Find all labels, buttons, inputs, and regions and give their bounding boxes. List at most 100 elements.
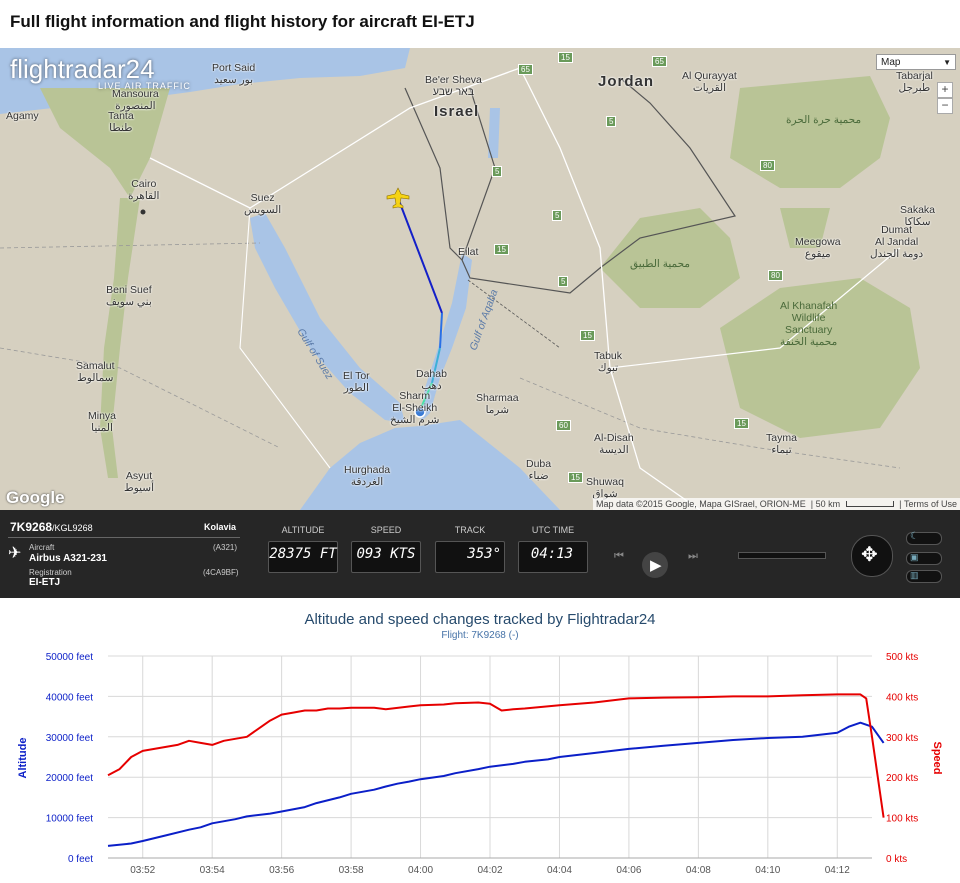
google-logo: Google (6, 488, 65, 507)
track-value: 353° (467, 546, 501, 562)
chart-svg: Altitude and speed changes tracked by Fl… (17, 611, 943, 876)
map-label-15: Meegowa ميقوع (795, 236, 841, 260)
y2-tick-label: 400 kts (886, 692, 918, 703)
x-tick-label: 03:54 (200, 865, 225, 876)
map-label-26: Sharmaa شرما (476, 392, 519, 416)
map-label-23: El Tor الطور (343, 370, 370, 394)
aircraft-label: Aircraft (29, 543, 55, 552)
map-label-1: Be'er Sheva באר שבע (425, 74, 482, 98)
map-label-12: Eilat (458, 246, 479, 258)
map-label-3: Jordan (598, 73, 655, 90)
x-tick-label: 04:02 (477, 865, 502, 876)
flight-callsign: /KGL9268 (52, 523, 93, 533)
y2-axis-title: Speed (931, 741, 943, 774)
chart-subtitle: Flight: 7K9268 (-) (441, 630, 518, 641)
road-shield-3: 5 (492, 166, 503, 177)
map-label-11: Mansoura المنصورة (112, 88, 159, 112)
map-label-16: محمية الطبيق (630, 258, 691, 270)
map-label-20: Minya المنيا (88, 410, 117, 434)
utc-time-title: UTC TIME (531, 525, 575, 535)
move-icon: ✥ (861, 544, 878, 566)
rewind-button[interactable]: ⏮ (614, 550, 624, 562)
scale-label: 50 km (815, 499, 841, 509)
map-label-14: Dumat Al Jandal دومة الجندل (870, 224, 924, 260)
fr24-logo-text: flightradar24 (10, 54, 155, 84)
speed-title: SPEED (370, 525, 402, 535)
y2-tick-label: 0 kts (886, 854, 907, 865)
speed-gauge (351, 541, 421, 573)
scale-bar (845, 501, 894, 507)
map-attribution: Map data ©2015 Google, Mapa GISrael, ORI… (593, 498, 960, 510)
fast-forward-button[interactable]: ⏭ (688, 550, 698, 562)
road-shield-4: 5 (552, 210, 563, 221)
y-tick-label: 30000 feet (46, 733, 93, 744)
map-label-17: Al Khanafah Wildlife Sanctuary محمية الخنفة (780, 300, 838, 348)
aircraft-code: (A321) (213, 543, 238, 552)
night-mode-toggle[interactable]: ☾ (906, 531, 942, 545)
y2-tick-label: 500 kts (886, 652, 918, 663)
x-tick-label: 04:06 (616, 865, 641, 876)
terms-of-use-link[interactable]: Terms of Use (903, 499, 957, 509)
y-tick-label: 0 feet (68, 854, 93, 865)
altitude-gauge (268, 541, 338, 573)
x-tick-label: 03:56 (269, 865, 294, 876)
road-shield-5: 5 (606, 116, 617, 127)
altitude-title: ALTITUDE (281, 525, 325, 535)
flight-code: 7K9268 (10, 520, 53, 534)
y-tick-label: 40000 feet (46, 692, 93, 703)
bar-chart-icon: ▥ (910, 570, 919, 580)
playback-slider[interactable] (738, 552, 826, 559)
moon-icon: ☾ (910, 531, 919, 542)
pan-control-button[interactable]: ✥ (851, 535, 893, 577)
flightradar24-logo: flightradar24 LIVE AIR TRAFFIC (10, 54, 191, 91)
x-tick-label: 04:04 (547, 865, 572, 876)
zoom-in-button[interactable]: + (937, 82, 953, 98)
compact-mode-toggle[interactable]: ▣ (906, 552, 942, 565)
map-label-6: محمية حرة الحرة (786, 114, 862, 126)
window-icon: ▣ (910, 552, 919, 562)
y-tick-label: 10000 feet (46, 814, 93, 825)
road-shield-7: 5 (558, 276, 569, 287)
track-title: TRACK (454, 525, 486, 535)
y-tick-label: 20000 feet (46, 773, 93, 784)
altitude-speed-chart: Altitude and speed changes tracked by Fl… (0, 598, 960, 878)
series-line-speed (107, 693, 885, 818)
y-tick-label: 50000 feet (46, 652, 93, 663)
y2-tick-label: 200 kts (886, 773, 918, 784)
map-label-22: Hurghada الغردقة (344, 464, 391, 488)
map-label-29: Tayma تيماء (766, 432, 797, 456)
map-label-30: Duba ضباء (526, 458, 552, 482)
utc-time-gauge (518, 541, 588, 573)
x-tick-label: 03:58 (339, 865, 364, 876)
road-shield-9: 80 (768, 270, 783, 281)
map-label-5: Tabarjal طبرجل (896, 70, 933, 94)
chart-toggle[interactable]: ▥ (906, 570, 942, 583)
map-label-9: Tanta طنطا (108, 110, 134, 134)
map-type-value: Map (881, 57, 901, 68)
x-tick-label: 04:08 (686, 865, 711, 876)
map-label-10: Agamy (6, 110, 39, 122)
play-button[interactable]: ▶ (642, 552, 668, 578)
altitude-value: 28375 FT (269, 546, 337, 562)
airplane-icon: ✈ (8, 545, 22, 562)
road-shield-10: 80 (760, 160, 775, 171)
play-icon: ▶ (650, 557, 662, 574)
utc-time-value: 04:13 (530, 546, 574, 562)
road-shield-2: 65 (652, 56, 667, 67)
zoom-out-button[interactable]: − (937, 98, 953, 114)
flight-map[interactable]: flightradar24 LIVE AIR TRAFFIC Port Said… (0, 48, 960, 510)
y-axis-title: Altitude (17, 738, 29, 779)
flight-info-panel: 7K9268/KGL9268 Kolavia ✈ Aircraft Airbus… (0, 510, 960, 598)
road-shield-8: 15 (580, 330, 595, 341)
x-tick-label: 03:52 (130, 865, 155, 876)
map-label-8: Suez السويس (244, 192, 282, 216)
map-type-select[interactable]: Map ▼ (876, 54, 956, 70)
aircraft-value: Airbus A321-231 (29, 553, 107, 564)
road-shield-13: 15 (568, 472, 583, 483)
map-label-21: Asyut أسيوط (124, 470, 155, 494)
map-label-0: Port Said بور سعيد (212, 62, 256, 86)
track-gauge (435, 541, 505, 573)
map-label-27: Tabuk تبوك (594, 350, 623, 374)
map-terrain (0, 48, 960, 510)
map-label-19: Samalut سمالوط (76, 360, 115, 384)
